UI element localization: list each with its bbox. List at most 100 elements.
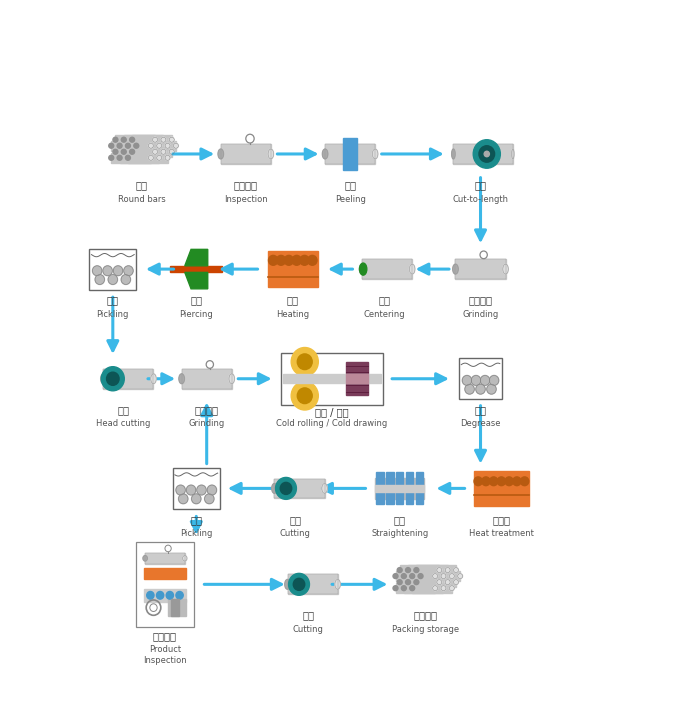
Ellipse shape [151,374,156,384]
Ellipse shape [418,574,423,579]
Circle shape [289,573,310,595]
Bar [400,565,439,575]
Text: 穿孔: 穿孔 [190,295,203,305]
Bar [416,473,423,504]
Circle shape [95,275,104,285]
Circle shape [299,256,309,266]
Circle shape [482,477,490,486]
Text: 检查修磨: 检查修磨 [194,405,219,415]
Circle shape [297,388,312,404]
Bar [283,375,381,383]
Bar [182,369,232,389]
Circle shape [284,256,293,266]
Ellipse shape [433,574,437,579]
Ellipse shape [322,483,327,493]
Circle shape [481,375,490,385]
Text: Pickling: Pickling [180,529,213,538]
Ellipse shape [179,374,184,384]
Circle shape [108,275,118,285]
Bar [90,248,136,290]
Ellipse shape [130,150,135,155]
Bar [281,352,383,405]
Text: 定心: 定心 [378,295,390,305]
Bar [412,583,452,593]
Text: 切管: 切管 [289,515,302,525]
Ellipse shape [359,263,367,275]
Circle shape [207,485,217,495]
Ellipse shape [229,374,234,384]
Ellipse shape [433,586,437,591]
Text: Grinding: Grinding [462,310,499,319]
Circle shape [487,384,496,394]
Ellipse shape [130,137,135,142]
Bar [104,369,153,389]
Ellipse shape [393,574,398,579]
Bar [396,571,435,581]
Ellipse shape [397,567,402,572]
Ellipse shape [359,264,365,274]
Ellipse shape [437,567,441,572]
Ellipse shape [125,143,131,148]
Ellipse shape [101,374,106,384]
Bar [408,577,448,587]
Ellipse shape [165,155,170,160]
Bar [132,135,172,145]
Circle shape [106,372,119,385]
Bar [343,137,357,170]
Text: Cutting: Cutting [293,625,324,634]
Text: Heat treatment: Heat treatment [469,529,534,538]
Ellipse shape [458,574,462,579]
Bar [404,571,444,581]
Text: 加热: 加热 [287,295,299,305]
Ellipse shape [121,137,127,142]
Text: Product
Inspection: Product Inspection [143,645,187,665]
Bar [168,600,186,616]
Bar [111,141,151,151]
Bar [375,485,425,492]
Bar [347,375,368,383]
Bar [456,259,505,279]
Bar [120,153,160,163]
Bar [325,144,375,164]
Ellipse shape [113,150,118,155]
Text: 冷轧 / 冷拔: 冷轧 / 冷拔 [315,407,349,417]
Bar [417,577,456,587]
Circle shape [269,256,278,266]
Ellipse shape [489,149,491,159]
Bar [124,135,164,145]
Bar [275,478,324,498]
Bar [124,147,164,157]
Bar [421,571,460,581]
Circle shape [192,494,201,504]
Text: 切管: 切管 [302,611,314,621]
Bar [128,141,168,151]
Ellipse shape [143,555,147,561]
Ellipse shape [109,155,114,160]
Text: Round bars: Round bars [118,194,166,204]
Ellipse shape [117,143,122,148]
Ellipse shape [452,149,455,159]
Ellipse shape [322,149,328,159]
Bar [144,568,186,579]
Ellipse shape [441,586,446,591]
Circle shape [166,592,174,599]
Ellipse shape [453,264,458,274]
Bar [454,144,485,164]
Ellipse shape [454,580,458,585]
Ellipse shape [113,137,118,142]
Polygon shape [185,249,208,266]
Ellipse shape [174,143,178,148]
Circle shape [308,256,317,266]
Circle shape [292,256,302,266]
Text: 原料验收: 原料验收 [234,180,258,190]
Bar [404,583,444,593]
Bar [132,147,172,157]
Text: Degrease: Degrease [460,419,501,429]
Ellipse shape [157,143,162,148]
Text: 下料: 下料 [474,180,487,190]
Text: 包装入库: 包装入库 [414,611,437,621]
Bar [120,141,160,151]
Ellipse shape [117,155,122,160]
Text: 成品检验: 成品检验 [153,631,177,641]
Text: Packing storage: Packing storage [392,625,459,634]
